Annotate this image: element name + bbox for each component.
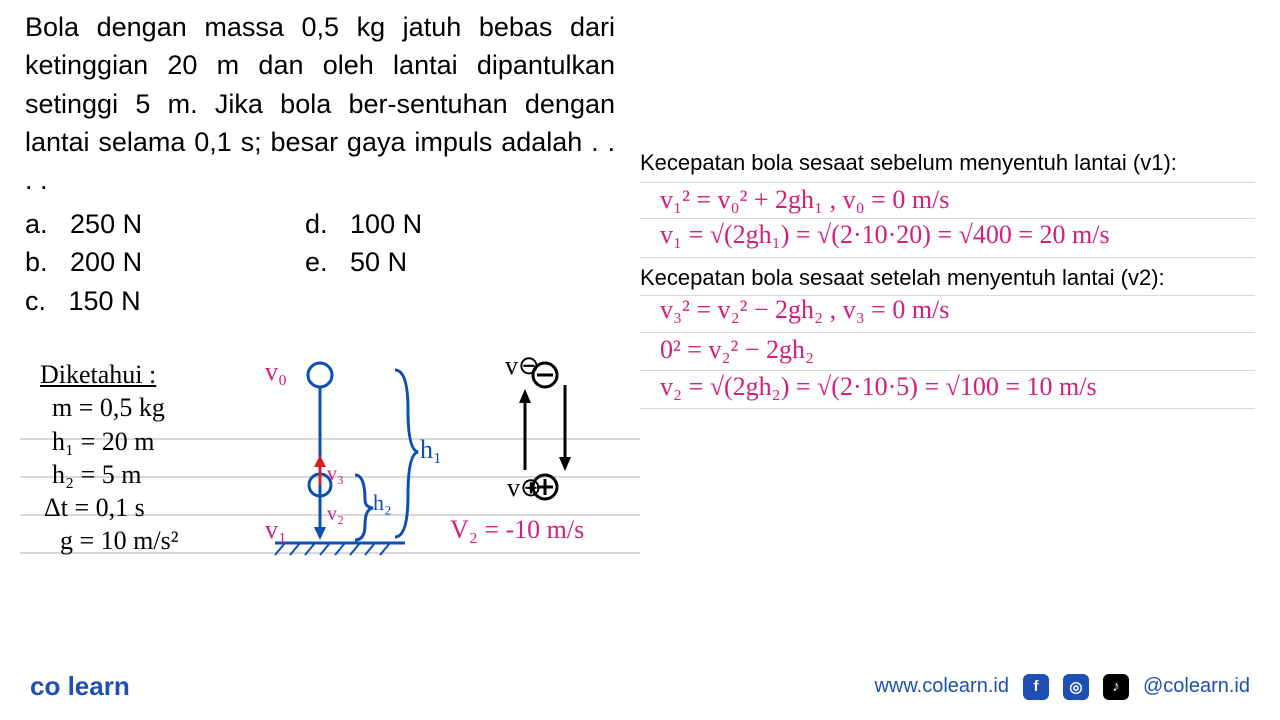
v1-equation-1: v₁² = v₀² + 2gh₁ , v₀ = 0 m/s <box>660 185 949 215</box>
label-h2: h₂ <box>373 490 392 516</box>
rule-line <box>640 182 1255 183</box>
label-v3d: v₃ <box>327 463 344 486</box>
rule-line <box>640 218 1255 219</box>
rule-line <box>640 332 1255 333</box>
option-b: 200 N <box>70 247 142 277</box>
footer-handle: @colearn.id <box>1143 675 1250 698</box>
given-values: Diketahui : m = 0,5 kg h₁ = 20 m h₂ = 5 … <box>40 358 179 558</box>
rule-line <box>640 408 1255 409</box>
label-v1d: v₁ <box>265 515 287 545</box>
footer-right: www.colearn.id f ◎ ♪ @colearn.id <box>874 674 1250 700</box>
label-v0: v₀ <box>265 357 287 387</box>
tiktok-icon: ♪ <box>1103 674 1129 700</box>
v1-equation-2: v₁ = √(2gh₁) = √(2·10·20) = √400 = 20 m/… <box>660 220 1110 250</box>
v2-equation-2: 0² = v₂² − 2gh₂ <box>660 335 814 365</box>
footer: co learn www.colearn.id f ◎ ♪ @colearn.i… <box>30 671 1250 702</box>
diketahui-title: Diketahui : <box>40 358 179 391</box>
v2-equation-3: v₂ = √(2gh₂) = √(2·10·5) = √100 = 10 m/s <box>660 372 1097 402</box>
facebook-icon: f <box>1023 674 1049 700</box>
given-m: m = 0,5 kg <box>52 391 179 424</box>
label-v2d: v₂ <box>327 503 344 526</box>
instagram-icon: ◎ <box>1063 674 1089 700</box>
rule-line <box>640 257 1255 258</box>
v2-heading: Kecepatan bola sesaat setelah menyentuh … <box>640 265 1165 291</box>
given-h1: h₁ = 20 m <box>52 425 179 458</box>
physics-diagram: v₀ v₁ v₂ v₃ h₁ h₂ v⊖ v⊕ V₂ = -10 m/s <box>245 355 625 600</box>
given-g: g = 10 m/s² <box>60 524 179 557</box>
answer-options: a. 250 Nd. 100 N b. 200 Ne. 50 N c. 150 … <box>25 205 422 320</box>
given-h2: h₂ = 5 m <box>52 458 179 491</box>
given-dt: Δt = 0,1 s <box>44 491 179 524</box>
label-h1: h₁ <box>420 435 442 465</box>
footer-url: www.colearn.id <box>874 675 1009 698</box>
v1-heading: Kecepatan bola sesaat sebelum menyentuh … <box>640 150 1177 176</box>
option-a: 250 N <box>70 209 142 239</box>
colearn-logo: co learn <box>30 671 130 702</box>
option-d: 100 N <box>350 209 422 239</box>
label-vplus: v⊕ <box>507 473 542 503</box>
rule-line <box>640 370 1255 371</box>
v2-equation-1: v₃² = v₂² − 2gh₂ , v₃ = 0 m/s <box>660 295 949 325</box>
option-e: 50 N <box>350 247 407 277</box>
label-vminus: v⊖ <box>505 351 540 381</box>
option-c: 150 N <box>69 286 141 316</box>
question-text: Bola dengan massa 0,5 kg jatuh bebas dar… <box>25 8 615 200</box>
v2-value: V₂ = -10 m/s <box>450 515 584 545</box>
